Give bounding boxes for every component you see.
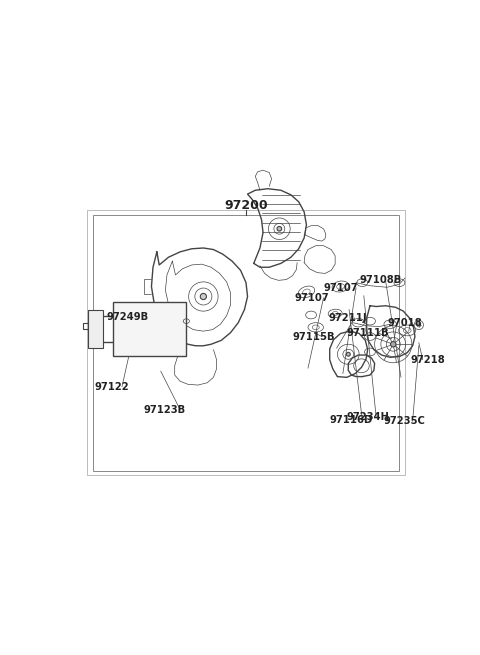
Bar: [88, 310, 103, 348]
Bar: [113, 302, 186, 356]
Text: 97249B: 97249B: [107, 312, 149, 322]
Text: 97115B: 97115B: [292, 331, 335, 341]
Text: 97108B: 97108B: [359, 275, 401, 286]
Text: 97018: 97018: [388, 318, 422, 328]
Ellipse shape: [347, 352, 350, 356]
Ellipse shape: [417, 323, 421, 327]
Text: 97107: 97107: [324, 283, 358, 293]
Text: 97107: 97107: [295, 293, 329, 303]
Text: 97211J: 97211J: [328, 313, 367, 323]
Text: 97122: 97122: [94, 382, 129, 392]
Bar: [87, 210, 405, 475]
Text: 97218: 97218: [410, 354, 445, 365]
Bar: [93, 215, 399, 472]
Text: 97235C: 97235C: [384, 416, 426, 426]
Text: 97123B: 97123B: [144, 405, 186, 415]
Ellipse shape: [391, 341, 396, 347]
Ellipse shape: [277, 227, 282, 231]
Text: 97111B: 97111B: [347, 328, 389, 338]
Text: 97200: 97200: [224, 199, 268, 212]
Text: 97234H: 97234H: [347, 413, 390, 422]
Ellipse shape: [200, 293, 206, 299]
Text: 97116D: 97116D: [330, 415, 373, 424]
